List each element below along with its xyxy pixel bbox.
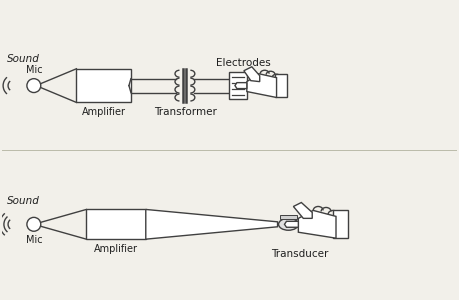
Polygon shape [285, 221, 298, 227]
Polygon shape [247, 74, 277, 98]
Ellipse shape [279, 218, 298, 230]
Polygon shape [244, 67, 260, 82]
Bar [333, 210, 348, 238]
Circle shape [27, 218, 41, 231]
Text: Transformer: Transformer [154, 107, 217, 117]
Text: Electrodes: Electrodes [215, 58, 270, 68]
Bar [280, 215, 297, 219]
Text: Amplifier: Amplifier [82, 107, 126, 117]
Bar [77, 69, 131, 102]
Polygon shape [235, 82, 247, 88]
Circle shape [27, 79, 41, 92]
Text: Transducer: Transducer [271, 249, 328, 259]
Text: Amplifier: Amplifier [94, 244, 138, 254]
Text: Sound: Sound [7, 54, 40, 64]
Text: Sound: Sound [7, 196, 40, 206]
Bar [229, 72, 247, 100]
Text: Mic: Mic [26, 65, 42, 75]
Bar [274, 74, 287, 98]
Polygon shape [293, 202, 312, 218]
Polygon shape [146, 209, 278, 239]
Text: Mic: Mic [26, 235, 42, 245]
Polygon shape [298, 210, 336, 238]
Bar [86, 209, 146, 239]
